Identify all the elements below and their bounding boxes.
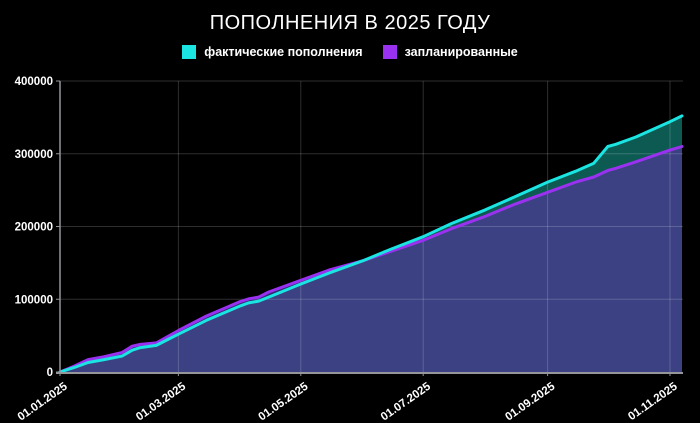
x-tick-label-0: 01.01.2025 xyxy=(16,380,71,423)
x-tick-label-2: 01.05.2025 xyxy=(256,380,311,423)
y-tick-label-3: 300000 xyxy=(15,149,53,161)
y-tick-label-4: 400000 xyxy=(15,76,53,88)
legend-label: запланированные xyxy=(404,45,518,59)
legend-swatch-icon xyxy=(382,45,397,59)
legend-swatch-icon xyxy=(182,45,197,59)
x-tick-label-5: 01.11.2025 xyxy=(626,380,680,423)
y-tick-label-1: 100000 xyxy=(15,294,53,306)
chart-title: ПОПОЛНЕНИЯ В 2025 ГОДУ xyxy=(209,12,491,34)
x-tick-label-3: 01.07.2025 xyxy=(379,380,434,423)
chart-legend: фактические пополнения запланированные xyxy=(0,45,700,59)
y-tick-label-0: 0 xyxy=(47,367,53,379)
y-tick-label-2: 200000 xyxy=(15,222,53,234)
legend-item-1[interactable]: запланированные xyxy=(382,45,518,59)
legend-item-0[interactable]: фактические пополнения xyxy=(182,45,363,59)
actual-line xyxy=(58,114,684,374)
x-tick-label-4: 01.09.2025 xyxy=(503,380,558,423)
planned-line xyxy=(58,145,684,374)
legend-label: фактические пополнения xyxy=(204,45,363,59)
x-tick-label-1: 01.03.2025 xyxy=(134,380,189,423)
